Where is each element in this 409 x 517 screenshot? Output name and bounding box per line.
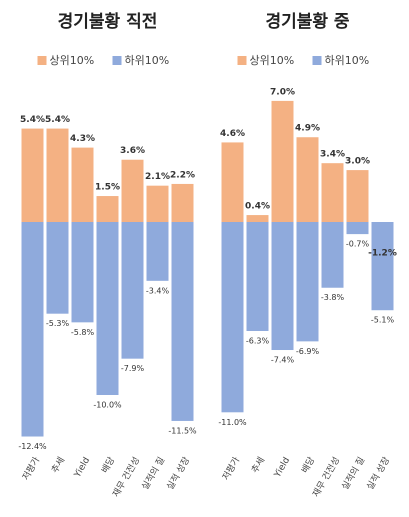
bar xyxy=(371,222,394,311)
bar xyxy=(271,222,294,351)
value-label: 4.3% xyxy=(70,134,95,144)
bar xyxy=(171,222,194,421)
bar xyxy=(121,159,144,222)
value-label: -7.9% xyxy=(121,364,145,373)
x-tick-label: 배당 xyxy=(299,455,317,475)
value-label: 5.4% xyxy=(45,115,70,125)
value-label: 7.0% xyxy=(270,87,295,97)
bar xyxy=(296,222,319,342)
bar xyxy=(346,222,369,235)
x-tick-label: Yield xyxy=(272,456,292,480)
legend-label: 상위10% xyxy=(50,54,95,67)
bar xyxy=(71,147,94,222)
value-label: -5.1% xyxy=(371,316,395,325)
x-tick-label: 저평가 xyxy=(220,455,242,482)
value-label: -10.0% xyxy=(93,401,122,410)
bar xyxy=(46,128,69,222)
value-label: 3.4% xyxy=(320,150,345,160)
bar xyxy=(146,185,169,222)
bar xyxy=(321,222,344,288)
value-label: 4.6% xyxy=(220,129,245,139)
value-label: 3.0% xyxy=(345,157,370,167)
legend-swatch xyxy=(37,56,47,65)
bar xyxy=(271,100,294,222)
value-label: 5.4% xyxy=(20,115,45,125)
value-label: -7.4% xyxy=(271,356,295,365)
legend-swatch xyxy=(112,56,122,65)
x-tick-label: 배당 xyxy=(99,455,117,475)
value-label: -3.4% xyxy=(146,286,170,295)
bar xyxy=(71,222,94,323)
value-label: -5.8% xyxy=(71,328,95,337)
value-label: -11.5% xyxy=(168,426,197,435)
value-label: 2.2% xyxy=(170,170,195,180)
bar xyxy=(171,183,194,222)
x-tick-label: Yield xyxy=(72,456,92,480)
value-label: -11.0% xyxy=(218,418,247,427)
x-tick-label: 실적 성장 xyxy=(364,455,392,492)
legend-swatch xyxy=(237,56,247,65)
value-label: -6.3% xyxy=(246,336,270,345)
value-label: 4.9% xyxy=(295,124,320,134)
bar xyxy=(221,222,244,413)
bar xyxy=(21,222,44,437)
x-tick-label: 저평가 xyxy=(20,455,42,482)
value-label: -3.8% xyxy=(321,293,345,302)
bar xyxy=(321,163,344,222)
bar xyxy=(246,215,269,222)
value-label: -5.3% xyxy=(46,319,70,328)
x-tick-label: 실적 성장 xyxy=(164,455,192,492)
x-tick-label: 실적의 질 xyxy=(139,455,167,492)
bar xyxy=(346,170,369,222)
bar xyxy=(96,196,119,222)
legend-swatch xyxy=(312,56,322,65)
bar xyxy=(146,222,169,281)
bar xyxy=(96,222,119,395)
value-label: 3.6% xyxy=(120,146,145,156)
bar xyxy=(296,137,319,222)
bar xyxy=(246,222,269,331)
value-label: 2.1% xyxy=(145,172,170,182)
legend-label: 상위10% xyxy=(250,54,295,67)
bar xyxy=(221,142,244,222)
bar xyxy=(21,128,44,222)
value-label: -12.4% xyxy=(18,442,47,451)
value-label: -1.2% xyxy=(368,248,397,258)
chart-title: 경기불황 중 xyxy=(265,12,349,32)
value-label: -6.9% xyxy=(296,347,320,356)
bar xyxy=(46,222,69,314)
bar xyxy=(121,222,144,359)
x-tick-label: 추세 xyxy=(49,455,67,475)
legend-label: 하위10% xyxy=(325,53,370,67)
chart-title: 경기불황 직전 xyxy=(58,12,158,32)
x-tick-label: 실적의 질 xyxy=(339,455,367,492)
value-label: 0.4% xyxy=(245,202,270,212)
x-tick-label: 추세 xyxy=(249,455,267,475)
legend-label: 하위10% xyxy=(125,53,170,67)
value-label: 1.5% xyxy=(95,183,120,193)
value-label: -0.7% xyxy=(346,240,370,249)
